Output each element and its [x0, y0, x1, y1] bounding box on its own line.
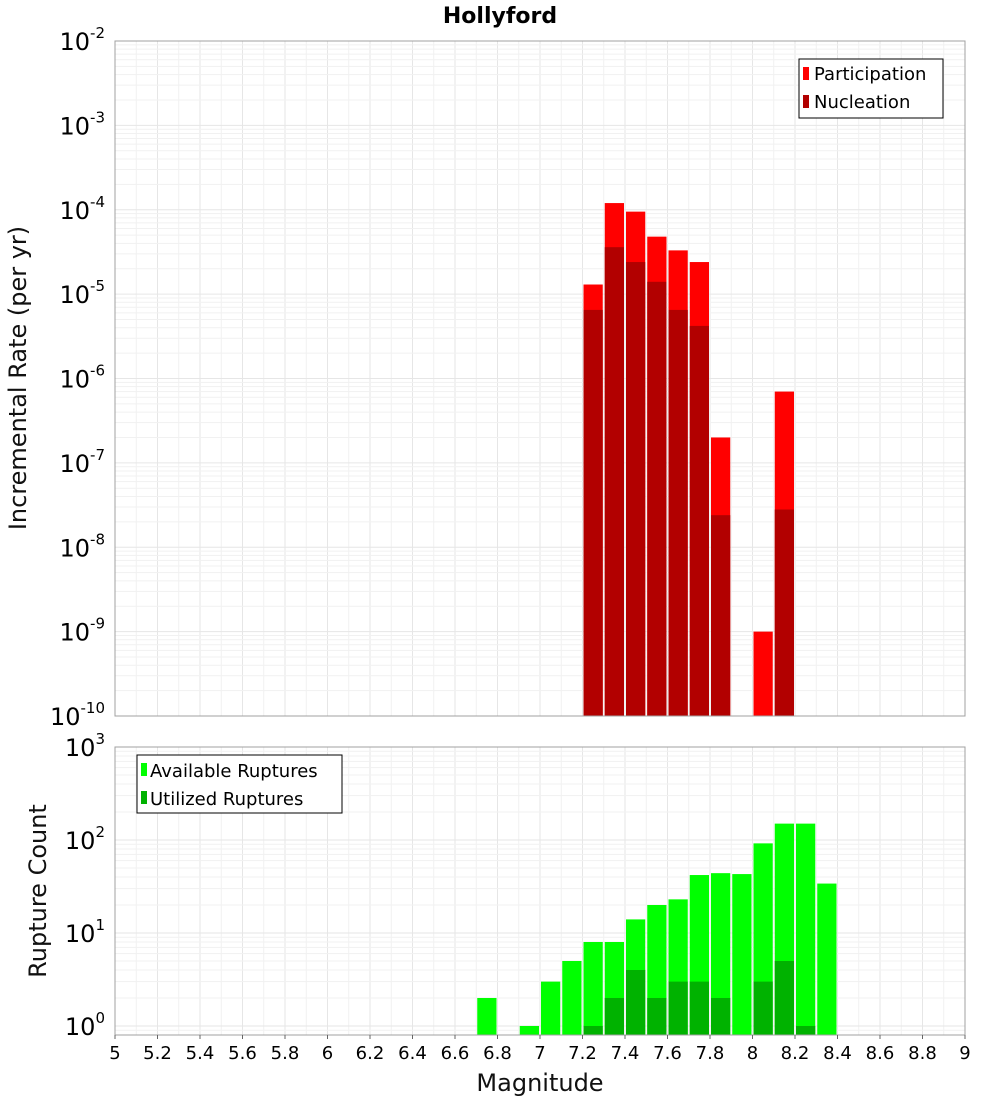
utilized-bar-8.15	[774, 960, 794, 1035]
available-bar-7.15	[562, 960, 582, 1035]
utilized-bar-7.35	[604, 997, 624, 1035]
y-tick-top-1e-7: 10-7	[59, 446, 105, 478]
x-tick-label-6.6: 6.6	[441, 1043, 470, 1064]
x-axis-label: Magnitude	[476, 1069, 603, 1097]
y-tick-top-1e-6: 10-6	[59, 362, 105, 394]
top-legend: Participation Nucleation	[798, 58, 944, 119]
top-grid	[114, 41, 966, 717]
bottom-bars	[477, 823, 837, 1035]
available-bar-7.25	[583, 942, 603, 1035]
x-tick-label-5.6: 5.6	[228, 1043, 257, 1064]
legend-label-available: Available Ruptures	[150, 761, 318, 782]
utilized-bar-7.55	[647, 997, 667, 1035]
nucleation-bar-8.15	[774, 509, 794, 716]
top-bars	[583, 203, 794, 717]
x-tick-label-7.8: 7.8	[696, 1043, 725, 1064]
available-bar-8.35	[817, 883, 837, 1035]
available-bar-7.85	[711, 873, 731, 1035]
x-tick-label-5.2: 5.2	[143, 1043, 172, 1064]
legend-label-participation: Participation	[814, 64, 926, 85]
y-tick-bottom-1e3: 103	[65, 730, 105, 762]
x-tick-label-7.6: 7.6	[653, 1043, 682, 1064]
nucleation-bar-7.75	[689, 325, 709, 716]
x-tick-label-8.8: 8.8	[908, 1043, 937, 1064]
utilized-bar-7.85	[711, 997, 731, 1035]
bottom-panel: 103 102 101 100 5 5.2 5.4 5.6 5.8 6 6.2 6.4 6.6 6.8 7…	[24, 730, 971, 1097]
x-tick-label-6.4: 6.4	[398, 1043, 427, 1064]
x-tick-label-6.2: 6.2	[356, 1043, 385, 1064]
top-y-axis-label: Incremental Rate (per yr)	[4, 226, 32, 530]
x-tick-label-7.4: 7.4	[611, 1043, 640, 1064]
x-tick-label-8.6: 8.6	[866, 1043, 895, 1064]
y-tick-top-1e-9: 10-9	[59, 615, 105, 647]
legend-swatch-nucleation	[803, 95, 809, 108]
legend-swatch-available	[141, 763, 147, 776]
available-bar-7.05	[541, 981, 561, 1035]
nucleation-bar-7.85	[711, 515, 731, 716]
available-bar-6.75	[477, 997, 497, 1035]
chart-title: Hollyford	[443, 4, 557, 29]
utilized-bar-8.05	[753, 981, 773, 1035]
x-tick-label-7.2: 7.2	[568, 1043, 597, 1064]
nucleation-bar-7.45	[626, 262, 646, 716]
top-y-ticks: 10-2 10-3 10-4 10-5 10-6 10-7 10-8 10-9 10-10	[50, 24, 105, 731]
x-tick-label-8: 8	[747, 1043, 758, 1064]
legend-label-utilized: Utilized Ruptures	[150, 789, 303, 810]
y-tick-bottom-1e0: 100	[65, 1009, 105, 1041]
x-tick-label-8.4: 8.4	[823, 1043, 852, 1064]
x-tick-label-9: 9	[959, 1043, 970, 1064]
available-bar-6.95	[519, 1025, 539, 1035]
utilized-bar-7.25	[583, 1025, 603, 1035]
nucleation-bar-7.55	[647, 281, 667, 716]
y-tick-top-1e-3: 10-3	[59, 108, 105, 140]
bottom-y-axis-label: Rupture Count	[24, 804, 52, 978]
x-tick-labels: 5 5.2 5.4 5.6 5.8 6 6.2 6.4 6.6 6.8 7 7.2 7.4 7.6 7.8 8…	[109, 1035, 971, 1064]
nucleation-bar-7.65	[668, 309, 688, 716]
available-bar-8.25	[796, 823, 816, 1035]
utilized-bar-7.65	[668, 981, 688, 1035]
legend-label-nucleation: Nucleation	[814, 92, 910, 113]
top-panel: 10-2 10-3 10-4 10-5 10-6 10-7 10-8 10-9 10-10 In…	[4, 24, 966, 731]
available-bar-7.95	[732, 874, 752, 1035]
x-tick-label-8.2: 8.2	[781, 1043, 810, 1064]
x-tick-label-5.8: 5.8	[271, 1043, 300, 1064]
x-tick-label-6.8: 6.8	[483, 1043, 512, 1064]
y-tick-top-1e-8: 10-8	[59, 530, 105, 562]
nucleation-bar-7.25	[583, 309, 603, 716]
x-tick-label-5: 5	[109, 1043, 120, 1064]
y-tick-bottom-1e2: 102	[65, 823, 105, 855]
x-tick-label-6: 6	[322, 1043, 333, 1064]
y-tick-top-1e-2: 10-2	[59, 24, 105, 56]
utilized-bar-8.25	[796, 1025, 816, 1035]
x-tick-label-7: 7	[534, 1043, 545, 1064]
y-tick-top-1e-10: 10-10	[50, 699, 105, 731]
legend-swatch-participation	[803, 67, 809, 80]
bottom-legend: Available Ruptures Utilized Ruptures	[136, 754, 343, 814]
y-tick-bottom-1e1: 101	[65, 916, 105, 948]
legend-swatch-utilized	[141, 791, 147, 804]
nucleation-bar-7.35	[604, 247, 624, 716]
y-tick-top-1e-4: 10-4	[59, 193, 105, 225]
participation-bar-8.05	[753, 631, 773, 716]
utilized-bar-7.45	[626, 969, 646, 1035]
x-tick-label-5.4: 5.4	[186, 1043, 215, 1064]
top-plot-frame	[114, 40, 966, 717]
utilized-bar-7.75	[689, 981, 709, 1035]
bottom-y-ticks: 103 102 101 100	[65, 730, 105, 1041]
y-tick-top-1e-5: 10-5	[59, 277, 105, 309]
